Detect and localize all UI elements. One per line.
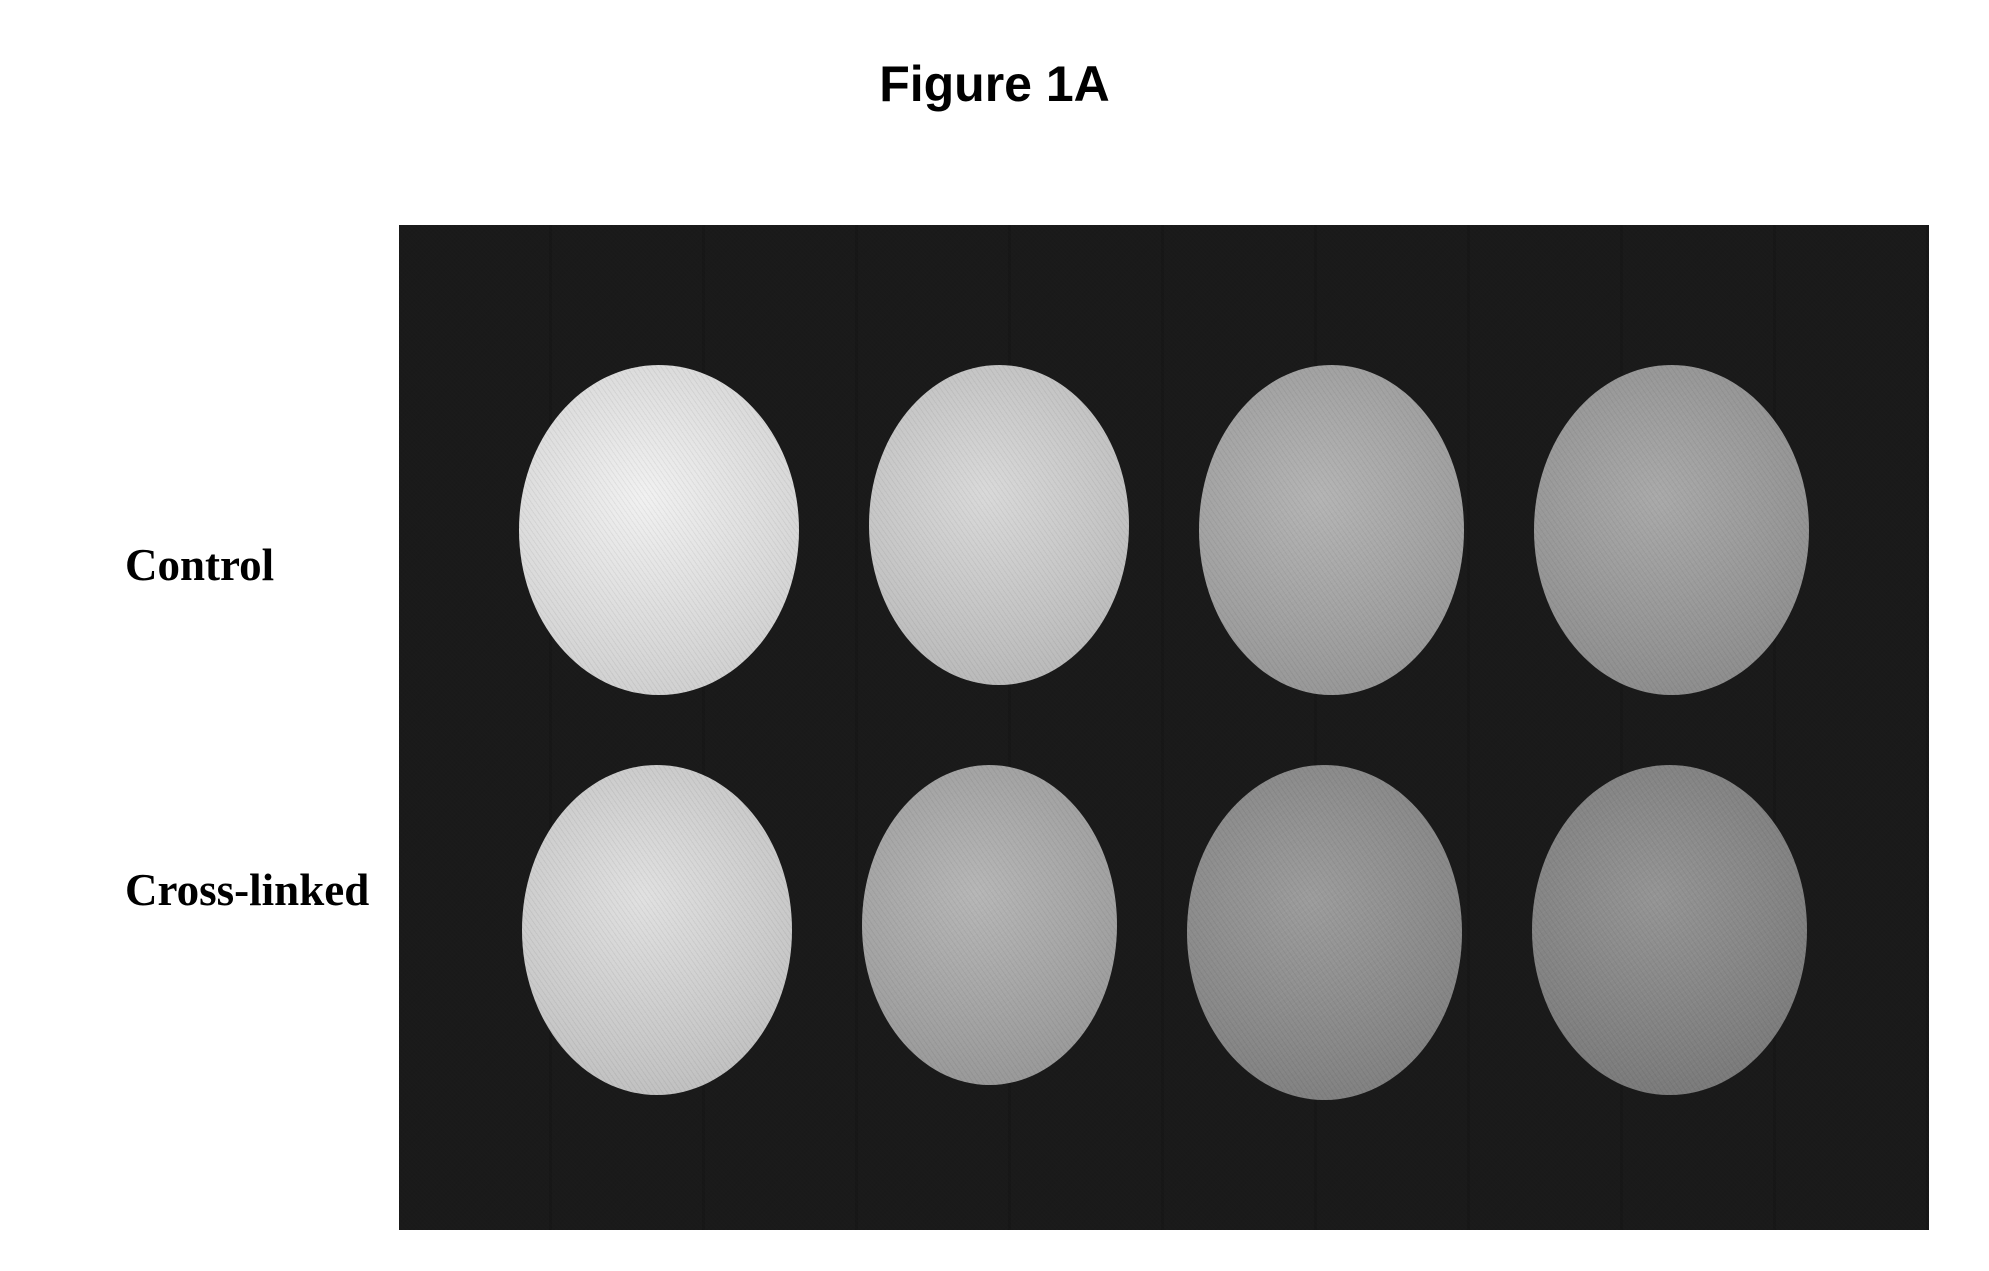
sample-0-1 [869,365,1129,685]
sample-1-3 [1532,765,1807,1095]
sample-row-control [399,365,1929,695]
sample-shade [519,365,799,695]
sample-shade [1532,765,1807,1095]
sample-shade [1534,365,1809,695]
sample-shade [1199,365,1464,695]
sample-shade [869,365,1129,685]
sample-0-3 [1534,365,1809,695]
sample-row-crosslinked [399,765,1929,1100]
sample-1-0 [522,765,792,1095]
sample-shade [1187,765,1462,1100]
figure-content: Control Cross-linked [125,225,1929,1230]
row-labels-column: Control Cross-linked [125,303,369,1153]
sample-1-1 [862,765,1117,1085]
image-panel [399,225,1929,1230]
sample-0-0 [519,365,799,695]
sample-shade [862,765,1117,1085]
row-label-control: Control [125,539,369,591]
sample-0-2 [1199,365,1464,695]
sample-shade [522,765,792,1095]
sample-1-2 [1187,765,1462,1100]
figure-title: Figure 1A [0,55,1989,113]
row-label-crosslinked: Cross-linked [125,864,369,916]
